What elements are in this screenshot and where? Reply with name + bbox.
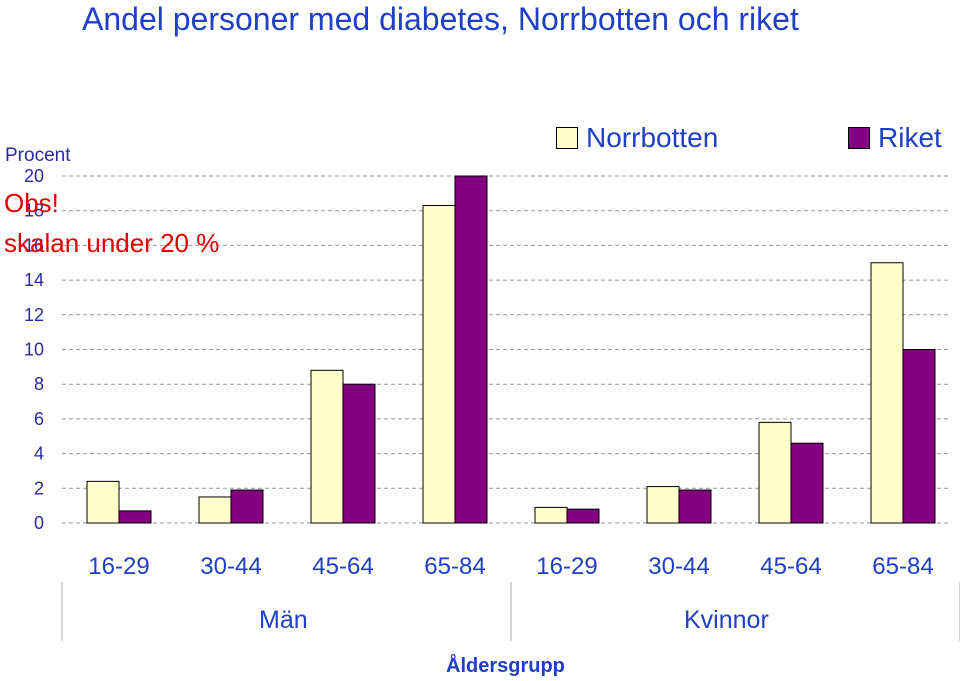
- legend-item-riket: Riket: [848, 120, 942, 156]
- bar-norrbotten-3: [422, 204, 456, 524]
- group-label-kvinnor: Kvinnor: [684, 606, 769, 634]
- bar-riket-1: [230, 489, 264, 524]
- bar-norrbotten-6: [758, 421, 792, 524]
- legend-swatch-norrbotten: [556, 127, 578, 149]
- bar-norrbotten-7: [870, 262, 904, 524]
- bar-riket-7: [902, 349, 936, 524]
- bar-norrbotten-4: [534, 506, 568, 524]
- y-axis-label: Procent: [5, 145, 71, 166]
- bar-norrbotten-5: [646, 486, 680, 524]
- y-tick-label: 14: [24, 270, 44, 290]
- bar-riket-6: [790, 442, 824, 524]
- y-tick-label: 2: [34, 478, 44, 498]
- x-tick-label: 45-64: [760, 553, 821, 580]
- y-tick-label: 8: [34, 374, 44, 394]
- y-tick-label: 10: [24, 340, 44, 360]
- bar-riket-4: [566, 508, 600, 524]
- y-tick-label: 16: [24, 235, 44, 255]
- bar-norrbotten-1: [198, 496, 232, 524]
- x-tick-label: 65-84: [872, 553, 933, 580]
- x-tick-label: 45-64: [312, 553, 373, 580]
- y-tick-label: 6: [34, 409, 44, 429]
- group-label-man: Män: [259, 606, 308, 634]
- legend-item-norrbotten: Norrbotten: [556, 120, 718, 156]
- x-tick-label: 30-44: [200, 553, 261, 580]
- y-tick-label: 20: [24, 166, 44, 186]
- x-tick-label: 16-29: [88, 553, 149, 580]
- y-tick-label: 12: [24, 305, 44, 325]
- annotation-obs: Obs!: [4, 188, 59, 218]
- bar-norrbotten-2: [310, 369, 344, 524]
- legend-swatch-riket: [848, 127, 870, 149]
- annotation-scale: skalan under 20 %: [4, 228, 220, 258]
- bar-riket-2: [342, 383, 376, 524]
- x-tick-label: 30-44: [648, 553, 709, 580]
- bar-norrbotten-0: [86, 480, 120, 524]
- chart-title: Andel personer med diabetes, Norrbotten …: [82, 1, 799, 37]
- legend-label-riket: Riket: [878, 122, 942, 153]
- y-tick-label: 0: [34, 513, 44, 533]
- y-tick-label: 4: [34, 444, 44, 464]
- x-axis-title: Åldersgrupp: [446, 655, 565, 677]
- bar-riket-3: [454, 175, 488, 524]
- bar-riket-5: [678, 489, 712, 524]
- legend-label-norrbotten: Norrbotten: [586, 122, 719, 153]
- y-tick-label: 18: [24, 201, 44, 221]
- x-tick-label: 16-29: [536, 553, 597, 580]
- bar-riket-0: [118, 510, 152, 524]
- x-tick-label: 65-84: [424, 553, 485, 580]
